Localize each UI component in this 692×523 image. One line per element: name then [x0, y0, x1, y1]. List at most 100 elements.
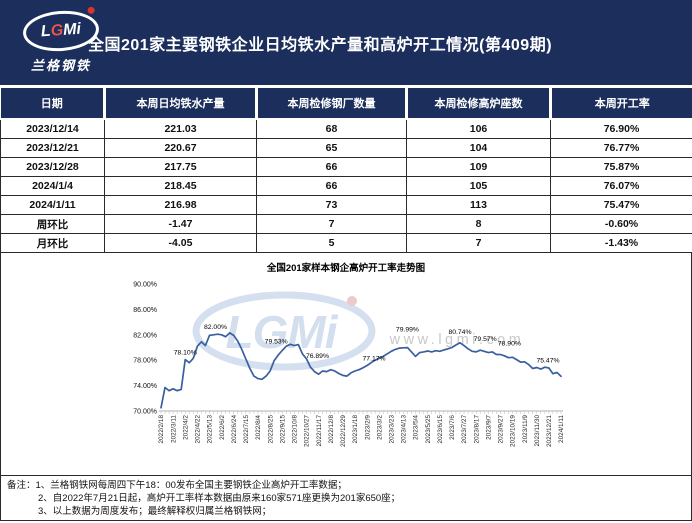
svg-text:2023/8/17: 2023/8/17: [473, 415, 480, 444]
svg-text:2023/4/13: 2023/4/13: [401, 415, 408, 444]
row-label-cell: 2023/12/21: [0, 138, 105, 158]
value-cell: 105: [406, 176, 551, 196]
value-cell: 76.07%: [550, 176, 692, 196]
svg-text:2023/7/6: 2023/7/6: [449, 415, 456, 440]
svg-text:2022/6/2: 2022/6/2: [219, 415, 226, 440]
svg-text:82.00%: 82.00%: [204, 324, 227, 331]
value-cell: -0.60%: [550, 214, 692, 234]
y-axis: 90.00% 86.00% 82.00% 78.00% 74.00% 70.00%: [133, 282, 157, 416]
svg-text:2022/10/27: 2022/10/27: [304, 415, 311, 447]
point-labels: 78.10% 82.00% 79.53% 76.89% 77.17% 79.99% 80.7…: [174, 324, 560, 364]
table-row: 2024/1/4 218.45 66 105 76.07%: [0, 176, 692, 196]
value-cell: 65: [256, 138, 407, 158]
svg-text:2023/2/9: 2023/2/9: [364, 415, 371, 440]
row-label-cell: 2024/1/11: [0, 195, 105, 215]
logo-chinese-name: 兰格钢铁: [30, 58, 91, 73]
value-cell: 76.77%: [550, 138, 692, 158]
svg-text:2023/11/9: 2023/11/9: [522, 415, 529, 443]
row-label-cell: 2023/12/14: [0, 118, 105, 139]
svg-text:75.47%: 75.47%: [536, 357, 559, 364]
svg-text:2023/1/18: 2023/1/18: [352, 415, 359, 444]
value-cell: 66: [256, 157, 407, 177]
column-header: 本周日均铁水产量: [104, 88, 258, 120]
svg-text:80.74%: 80.74%: [448, 329, 471, 336]
svg-text:2023/10/19: 2023/10/19: [510, 415, 517, 447]
svg-text:www.lgmi.com: www.lgmi.com: [389, 332, 525, 348]
footnote-line: 3、以上数据为周度发布；最终解释权归属兰格钢铁网；: [38, 506, 272, 517]
svg-text:90.00%: 90.00%: [133, 282, 157, 289]
row-label-cell: 周环比: [0, 214, 105, 234]
trend-chart-svg: LGMi www.lgmi.com90.00%86.00%82.00%78.00%…: [133, 282, 565, 448]
svg-text:79.99%: 79.99%: [396, 327, 419, 334]
table-row: 2024/1/11 216.98 73 113 75.47%: [0, 195, 692, 215]
column-header: 日期: [0, 88, 106, 120]
value-cell: 220.67: [104, 138, 257, 158]
row-label-cell: 月环比: [0, 233, 105, 253]
value-cell: 68: [256, 118, 407, 139]
svg-text:2023/5/25: 2023/5/25: [425, 415, 432, 444]
svg-text:79.53%: 79.53%: [265, 338, 288, 345]
svg-text:2022/4/22: 2022/4/22: [195, 415, 202, 444]
column-header: 本周检修钢厂数量: [256, 88, 408, 120]
column-header: 本周检修高炉座数: [406, 88, 552, 120]
table-row: 2023/12/21 220.67 65 104 76.77%: [0, 138, 692, 158]
footnote-line: 备注：1、兰格钢铁网每周四下午18：00发布全国主要钢铁企业高炉开工率数据；: [7, 480, 347, 491]
table-row: 2023/12/28 217.75 66 109 75.87%: [0, 157, 692, 177]
svg-text:2022/11/17: 2022/11/17: [316, 415, 323, 447]
value-cell: 75.87%: [550, 157, 692, 177]
stats-table: 日期 本周日均铁水产量 本周检修钢厂数量 本周检修高炉座数 本周开工率 2023/12/…: [0, 88, 692, 253]
value-cell: 8: [406, 214, 551, 234]
svg-text:2022/12/29: 2022/12/29: [340, 415, 347, 447]
value-cell: 104: [406, 138, 551, 158]
svg-text:2022/2/18: 2022/2/18: [158, 415, 165, 444]
svg-text:70.00%: 70.00%: [133, 409, 157, 416]
table-row: 月环比 -4.05 5 7 -1.43%: [0, 233, 692, 253]
svg-text:2022/7/15: 2022/7/15: [243, 415, 250, 444]
value-cell: 106: [406, 118, 551, 139]
svg-text:78.10%: 78.10%: [174, 350, 197, 357]
logo-text: LGMi: [40, 20, 82, 41]
trend-line: [160, 332, 562, 409]
value-cell: 76.90%: [550, 118, 692, 139]
table-header-row: 日期 本周日均铁水产量 本周检修钢厂数量 本周检修高炉座数 本周开工率: [0, 88, 692, 120]
value-cell: 5: [256, 233, 407, 253]
row-label-cell: 2023/12/28: [0, 157, 105, 177]
lgmi-logo: LGMi 兰格钢铁: [14, 6, 108, 74]
footnotes: 备注：1、兰格钢铁网每周四下午18：00发布全国主要钢铁企业高炉开工率数据； 2…: [0, 476, 692, 521]
svg-text:2022/3/11: 2022/3/11: [170, 415, 177, 443]
svg-text:2023/7/27: 2023/7/27: [461, 415, 468, 444]
stats-table-head: 日期 本周日均铁水产量 本周检修钢厂数量 本周检修高炉座数 本周开工率: [0, 88, 692, 120]
value-cell: 7: [406, 233, 551, 253]
value-cell: 216.98: [104, 195, 257, 215]
report-header: LGMi 兰格钢铁 全国201家主要钢铁企业日均铁水产量和高炉开工情况(第409…: [0, 0, 692, 85]
value-cell: 218.45: [104, 176, 257, 196]
svg-text:74.00%: 74.00%: [133, 383, 157, 390]
svg-text:2023/6/15: 2023/6/15: [437, 415, 444, 444]
svg-text:79.57%: 79.57%: [474, 336, 497, 343]
svg-text:78.00%: 78.00%: [133, 358, 157, 365]
footnote-line: 2、自2022年7月21日起，高炉开工率样本数据由原来160家571座更换为20…: [38, 493, 401, 504]
svg-text:2022/12/8: 2022/12/8: [328, 415, 335, 444]
svg-text:2023/3/23: 2023/3/23: [389, 415, 396, 444]
value-cell: -1.43%: [550, 233, 692, 253]
svg-text:2023/9/7: 2023/9/7: [485, 415, 492, 440]
logo-red-dot-icon: [87, 6, 95, 15]
table-row: 周环比 -1.47 7 8 -0.60%: [0, 214, 692, 234]
value-cell: 109: [406, 157, 551, 177]
value-cell: 66: [256, 176, 407, 196]
value-cell: 217.75: [104, 157, 257, 177]
svg-text:2023/5/4: 2023/5/4: [413, 415, 420, 440]
svg-text:2022/9/15: 2022/9/15: [279, 415, 286, 444]
value-cell: -1.47: [104, 214, 257, 234]
stats-table-body: 2023/12/14 221.03 68 106 76.90% 2023/12/21 220…: [0, 118, 692, 253]
value-cell: 113: [406, 195, 551, 215]
svg-text:77.17%: 77.17%: [363, 355, 386, 362]
value-cell: 221.03: [104, 118, 257, 139]
svg-text:2022/8/25: 2022/8/25: [267, 415, 274, 444]
row-label-cell: 2024/1/4: [0, 176, 105, 196]
svg-text:78.90%: 78.90%: [498, 340, 521, 347]
svg-text:2022/8/4: 2022/8/4: [255, 415, 262, 440]
svg-text:76.89%: 76.89%: [306, 353, 329, 360]
svg-text:2022/10/8: 2022/10/8: [292, 415, 299, 444]
